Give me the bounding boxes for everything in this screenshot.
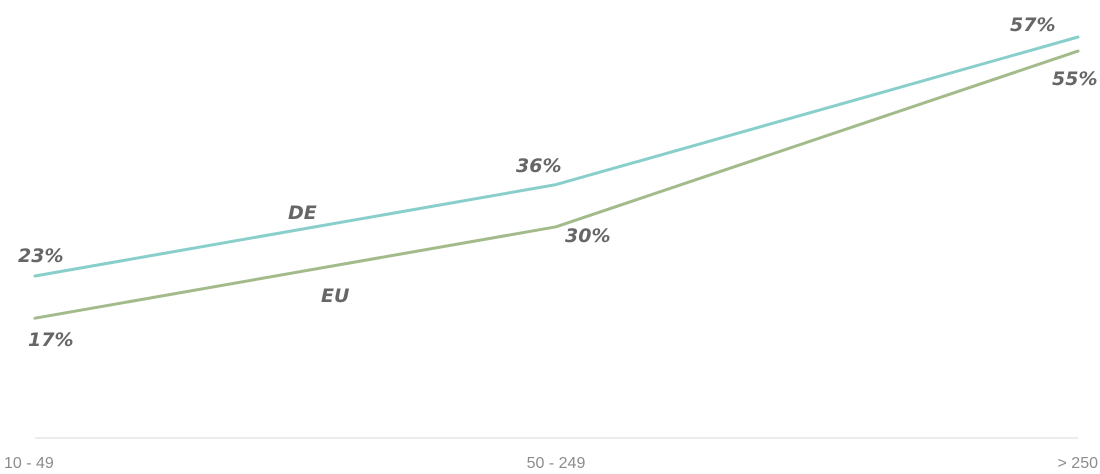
series-line-eu (33, 49, 1080, 320)
data-label: 55% (1052, 68, 1097, 90)
series-layer (33, 35, 1080, 320)
x-tick-label: 50 - 249 (527, 455, 586, 472)
series-label-eu: EU (321, 285, 350, 307)
x-tick-layer: 10 - 49 50 - 249 > 250 (4, 455, 1098, 472)
x-tick-label: 10 - 49 (4, 455, 54, 472)
data-label: 17% (28, 329, 73, 351)
data-label-layer: 23% 36% 57% 17% 30% 55% DE EU (18, 14, 1097, 351)
data-label: 36% (516, 155, 561, 177)
data-label: 57% (1010, 14, 1055, 36)
data-label: 23% (18, 245, 63, 267)
data-label: 30% (565, 225, 610, 247)
x-tick-label: > 250 (1058, 455, 1099, 472)
series-line-de (33, 35, 1080, 278)
series-label-de: DE (288, 202, 317, 224)
